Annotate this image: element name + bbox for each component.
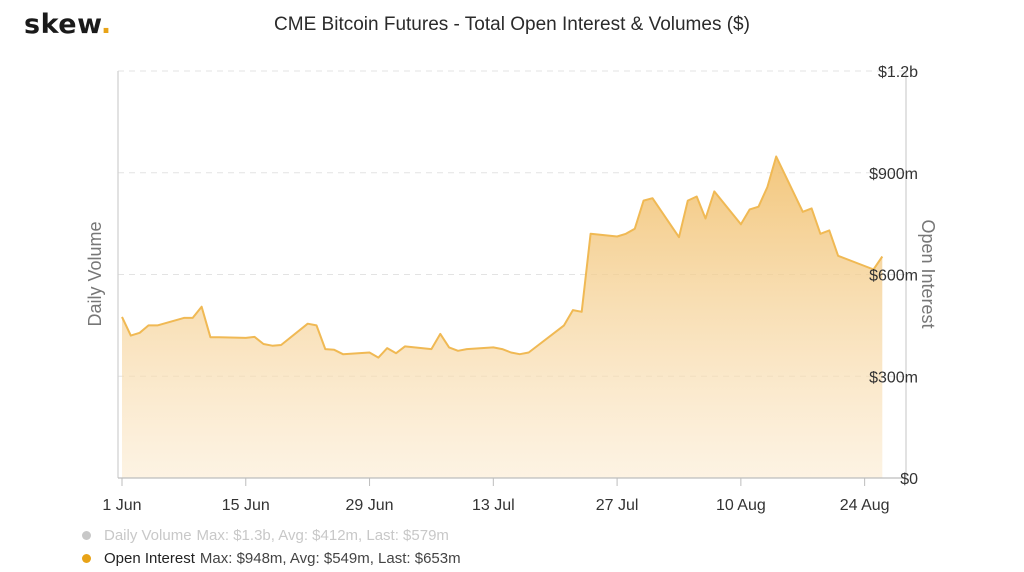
chart-legend: Daily Volume Max: $1.3b, Avg: $412m, Las…	[82, 524, 461, 570]
left-axis-label: Daily Volume	[85, 221, 105, 326]
x-tick-label: 15 Jun	[222, 497, 270, 514]
y-axis-ticks: $0 $300m $600m $900m $1.2b	[869, 64, 918, 488]
y-tick-label: $0	[900, 471, 918, 488]
y-tick-label: $900m	[869, 166, 918, 183]
y-tick-label: $1.2b	[878, 64, 918, 81]
legend-series-name: Daily Volume	[104, 527, 192, 544]
legend-series-name: Open Interest	[104, 550, 195, 567]
x-tick-label: 29 Jun	[346, 497, 394, 514]
series-area-layer	[121, 155, 884, 478]
legend-item-daily-volume[interactable]: Daily Volume Max: $1.3b, Avg: $412m, Las…	[82, 524, 461, 547]
open-interest-line	[121, 155, 884, 359]
x-tick-label: 24 Aug	[840, 497, 890, 514]
chart-title: CME Bitcoin Futures - Total Open Interes…	[274, 14, 750, 35]
legend-series-stats: Max: $1.3b, Avg: $412m, Last: $579m	[196, 527, 449, 544]
axes	[117, 71, 907, 479]
x-tick-label: 13 Jul	[472, 497, 515, 514]
x-tick-label: 10 Aug	[716, 497, 766, 514]
legend-dot-icon	[82, 531, 91, 540]
x-tick-label: 27 Jul	[596, 497, 639, 514]
open-interest-area	[122, 156, 883, 478]
right-axis-label: Open Interest	[918, 219, 938, 328]
x-tick-label: 1 Jun	[102, 497, 141, 514]
y-tick-label: $600m	[869, 268, 918, 285]
y-tick-label: $300m	[869, 369, 918, 386]
legend-series-stats: Max: $948m, Avg: $549m, Last: $653m	[199, 550, 461, 567]
legend-item-open-interest[interactable]: Open Interest Max: $948m, Avg: $549m, La…	[82, 547, 461, 570]
legend-dot-icon	[82, 554, 91, 563]
skew-logo: skew.	[24, 9, 112, 40]
x-axis-ticks: 1 Jun 15 Jun 29 Jun 13 Jul 27 Jul 10 Aug 24 Au…	[102, 478, 890, 514]
